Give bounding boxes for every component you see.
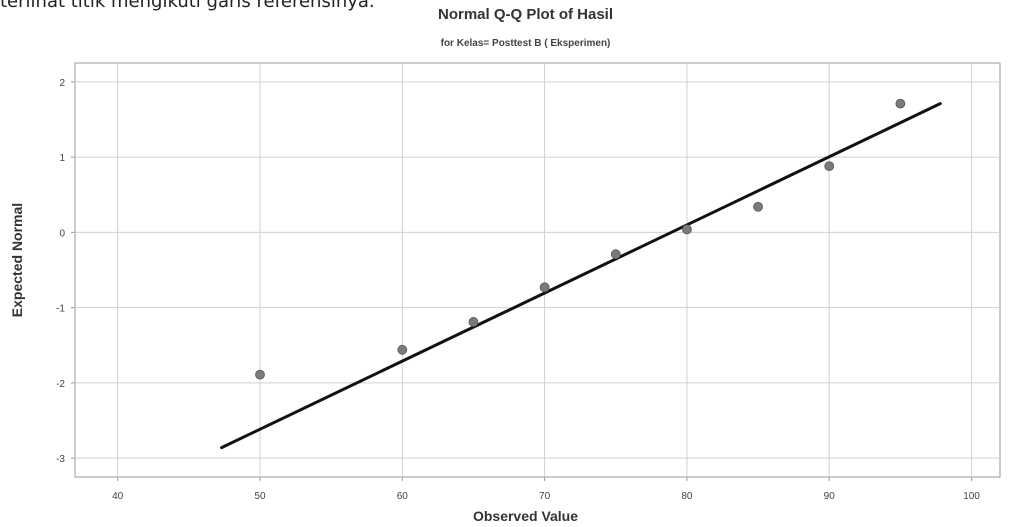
x-tick-label: 50 (254, 491, 266, 502)
x-tick-label: 100 (963, 491, 980, 502)
x-tick-label: 80 (681, 491, 693, 502)
y-tick-label: -2 (56, 379, 65, 390)
data-point (397, 344, 408, 355)
data-point (824, 161, 835, 172)
y-tick-label: 2 (59, 78, 65, 89)
x-tick-label: 70 (539, 491, 551, 502)
chart-title: Normal Q-Q Plot of Hasil (437, 6, 614, 23)
data-point (753, 201, 763, 212)
x-tick-label: 90 (824, 491, 836, 502)
y-tick-label: -3 (56, 454, 65, 465)
data-point (468, 317, 479, 327)
data-point (895, 98, 906, 109)
y-tick-label: -1 (56, 304, 65, 315)
data-point (539, 282, 550, 293)
data-point (610, 249, 621, 260)
data-point (255, 369, 265, 380)
data-point (682, 224, 692, 235)
context-text: terlihat titik mengikuti garis referensi… (0, 0, 375, 12)
plot-frame (74, 62, 1001, 478)
y-tick-label: 0 (59, 228, 65, 239)
chart-subtitle: for Kelas= Posttest B ( Eksperimen) (440, 38, 611, 49)
x-tick-label: 40 (112, 491, 124, 502)
reference-line (220, 102, 942, 450)
x-axis-label: Observed Value (472, 508, 579, 524)
x-tick-label: 60 (397, 491, 409, 502)
y-tick-label: 1 (59, 153, 65, 164)
